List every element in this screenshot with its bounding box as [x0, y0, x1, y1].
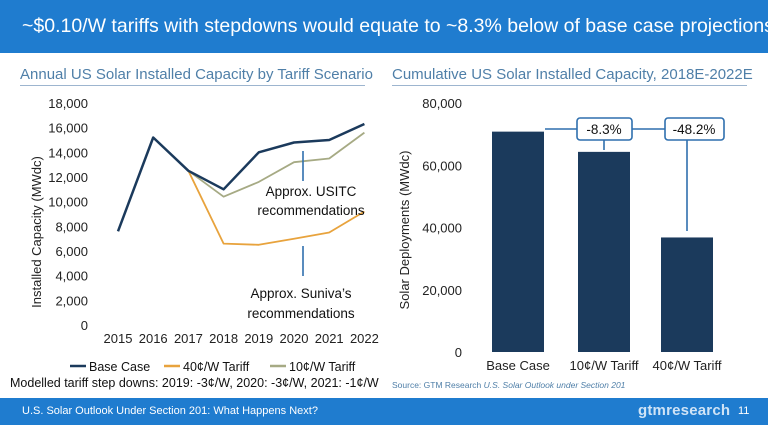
source-prefix: Source: GTM Research: [392, 380, 482, 390]
legend-label-base-case: Base Case: [89, 360, 150, 374]
bar-3: [661, 237, 713, 352]
bar-y-ticks: 0 20,000 40,000 60,000 80,000: [422, 96, 462, 360]
line-y-tick-label: 10,000: [48, 195, 88, 210]
line-x-tick-label: 2016: [139, 331, 168, 346]
line-y-ticks: 0 2,000 4,000 6,000 8,000 10,000 12,000 14,000 1…: [48, 96, 88, 333]
series-line-40-w-tariff: [187, 170, 365, 246]
slide-title: ~$0.10/W tariffs with stepdowns would eq…: [22, 15, 768, 37]
line-x-tick-label: 2022: [350, 331, 379, 346]
tariff-stepdown-note: Modelled tariff step downs: 2019: -3¢/W,…: [10, 376, 379, 390]
line-x-tick-label: 2017: [174, 331, 203, 346]
usitc-annotation-line-2: recommendations: [257, 203, 365, 218]
callout-40c-box: [664, 117, 725, 141]
legend-label-10c-tariff: 10¢/W Tariff: [289, 360, 356, 374]
line-legend: Base Case 40¢/W Tariff 10¢/W Tariff: [70, 360, 356, 374]
bar-y-tick-label: 80,000: [422, 96, 462, 111]
callout-40c: -48.2%: [632, 117, 725, 231]
bar-category-label: Base Case: [486, 358, 550, 373]
suniva-annotation-line-2: recommendations: [247, 306, 355, 321]
line-y-axis-label: Installed Capacity (MWdc): [29, 156, 44, 308]
line-x-ticks: 2015 2016 2017 2018 2019 2020 2021 2022: [104, 331, 379, 346]
page-number: 11: [738, 405, 750, 417]
bar-2: [578, 151, 630, 352]
line-y-tick-label: 14,000: [48, 145, 88, 160]
bar-chart: 0 20,000 40,000 60,000 80,000 Solar Deployme…: [397, 96, 725, 373]
bar-chart-title: Cumulative US Solar Installed Capacity, …: [392, 66, 753, 86]
source-title: U.S. Solar Outlook under Section 201: [483, 380, 626, 390]
series-line-base-case: [116, 122, 365, 232]
callout-40c-value: -48.2%: [673, 122, 716, 137]
brand-logo: gtmresearch: [638, 402, 731, 419]
line-x-tick-label: 2018: [209, 331, 238, 346]
line-x-tick-label: 2015: [104, 331, 133, 346]
callout-10c-value: -8.3%: [586, 122, 621, 137]
legend-label-40c-tariff: 40¢/W Tariff: [183, 360, 250, 374]
line-y-tick-label: 18,000: [48, 96, 88, 111]
line-series: [116, 122, 365, 246]
line-y-tick-label: 12,000: [48, 170, 88, 185]
source-note: Source: GTM Research U.S. Solar Outlook …: [392, 380, 625, 390]
line-y-tick-label: 2,000: [55, 293, 88, 308]
bar-y-tick-label: 60,000: [422, 158, 462, 173]
line-x-tick-label: 2020: [280, 331, 309, 346]
line-x-tick-label: 2021: [315, 331, 344, 346]
line-x-tick-label: 2019: [244, 331, 273, 346]
line-y-tick-label: 4,000: [55, 269, 88, 284]
suniva-annotation: Approx. Suniva’s recommendations: [247, 246, 355, 321]
line-chart: 0 2,000 4,000 6,000 8,000 10,000 12,000 14,000 1…: [29, 96, 379, 374]
footer-text: U.S. Solar Outlook Under Section 201: Wh…: [22, 405, 318, 417]
line-y-tick-label: 8,000: [55, 219, 88, 234]
usitc-annotation: Approx. USITC recommendations: [257, 151, 365, 218]
title-banner: ~$0.10/W tariffs with stepdowns would eq…: [0, 0, 768, 53]
series-line-10-w-tariff: [187, 131, 365, 198]
footer-bar: U.S. Solar Outlook Under Section 201: Wh…: [0, 398, 768, 425]
usitc-annotation-line-1: Approx. USITC: [266, 184, 357, 199]
bar-y-tick-label: 40,000: [422, 221, 462, 236]
line-y-tick-label: 16,000: [48, 121, 88, 136]
bar-category-label: 10¢/W Tariff: [570, 358, 639, 373]
bars: Base Case 10¢/W Tariff 40¢/W Tariff: [486, 131, 722, 373]
line-y-tick-label: 6,000: [55, 244, 88, 259]
callout-10c: -8.3%: [545, 117, 633, 150]
bar-y-tick-label: 0: [455, 345, 462, 360]
bar-category-label: 40¢/W Tariff: [653, 358, 722, 373]
line-chart-title: Annual US Solar Installed Capacity by Ta…: [20, 66, 373, 86]
line-y-tick-label: 0: [81, 318, 88, 333]
bar-y-tick-label: 20,000: [422, 283, 462, 298]
suniva-annotation-line-1: Approx. Suniva’s: [250, 286, 351, 301]
bar-y-axis-label: Solar Deployments (MWdc): [397, 151, 412, 310]
bar-1: [492, 131, 544, 352]
